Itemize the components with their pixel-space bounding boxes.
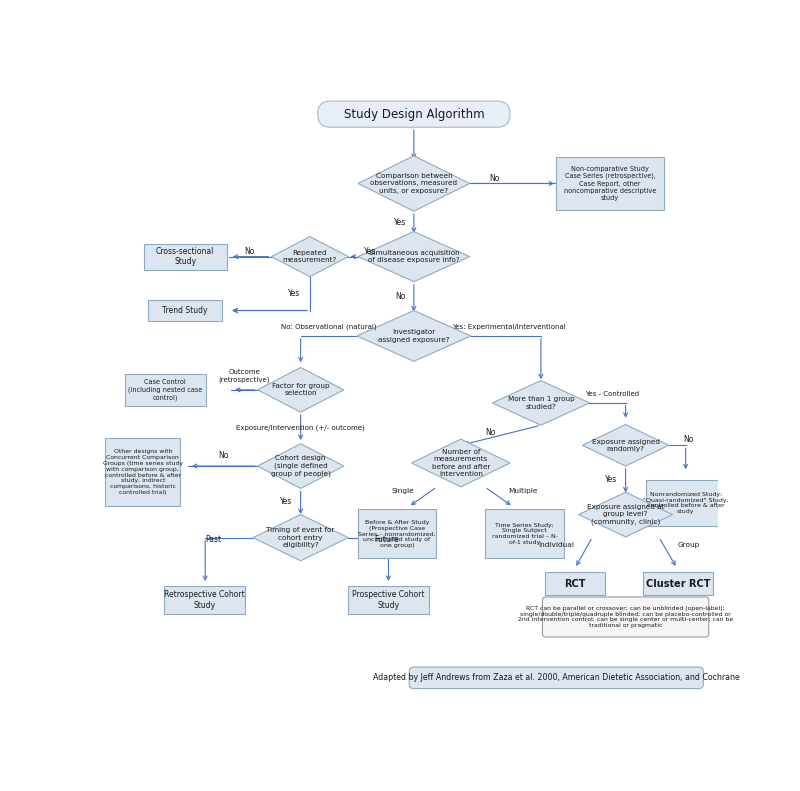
- Text: Future: Future: [374, 535, 398, 543]
- Bar: [148, 300, 222, 321]
- Text: Past: Past: [206, 535, 222, 543]
- Text: Cluster RCT: Cluster RCT: [646, 579, 710, 589]
- Text: Outcome
(retrospective): Outcome (retrospective): [218, 369, 270, 383]
- Text: Simultaneous acquisition
of disease exposure info?: Simultaneous acquisition of disease expo…: [368, 250, 460, 263]
- FancyBboxPatch shape: [542, 597, 709, 637]
- Bar: [358, 509, 436, 558]
- Text: Case Control
(including nested case
control): Case Control (including nested case cont…: [128, 379, 202, 400]
- Text: Yes: Experimental/Interventional: Yes: Experimental/Interventional: [452, 324, 566, 330]
- Text: Prospective Cohort
Study: Prospective Cohort Study: [352, 590, 425, 610]
- Text: Cross-sectional
Study: Cross-sectional Study: [156, 247, 214, 267]
- Text: Yes: Yes: [289, 289, 301, 298]
- Polygon shape: [358, 156, 470, 211]
- Polygon shape: [357, 311, 471, 361]
- Text: Yes - Controlled: Yes - Controlled: [586, 391, 639, 397]
- Text: Group: Group: [678, 543, 700, 548]
- Text: Investigator
assigned exposure?: Investigator assigned exposure?: [378, 329, 450, 343]
- Text: Exposure/Intervention (+/- outcome): Exposure/Intervention (+/- outcome): [236, 425, 365, 431]
- Bar: [106, 438, 180, 506]
- Text: Exposure assigned at
group level?
(community, clinic): Exposure assigned at group level? (commu…: [587, 504, 664, 525]
- Polygon shape: [271, 237, 349, 277]
- Text: Factor for group
selection: Factor for group selection: [272, 383, 330, 396]
- Bar: [164, 586, 245, 614]
- Text: Cohort design
(single defined
group of people): Cohort design (single defined group of p…: [270, 456, 330, 477]
- Text: No: Observational (natural): No: Observational (natural): [282, 324, 377, 330]
- Text: No: No: [486, 428, 496, 437]
- Text: More than 1 group
studied?: More than 1 group studied?: [507, 396, 574, 410]
- Text: No: No: [395, 292, 406, 301]
- Text: No: No: [683, 434, 694, 444]
- Text: No: No: [490, 173, 500, 183]
- Text: Single: Single: [391, 488, 414, 494]
- Text: Yes: Yes: [394, 218, 406, 227]
- Polygon shape: [411, 439, 510, 486]
- Text: No: No: [218, 451, 229, 460]
- Bar: [545, 573, 605, 596]
- Bar: [646, 480, 725, 526]
- Polygon shape: [253, 515, 349, 561]
- FancyBboxPatch shape: [318, 101, 510, 127]
- Bar: [125, 373, 206, 406]
- FancyBboxPatch shape: [410, 667, 703, 689]
- Text: Study Design Algorithm: Study Design Algorithm: [343, 108, 484, 121]
- Text: Timing of event for
cohort entry
eligibility?: Timing of event for cohort entry eligibi…: [266, 528, 335, 548]
- Text: RCT can be parallel or crossover; can be unblinded (open-label);
single/double/t: RCT can be parallel or crossover; can be…: [518, 606, 734, 628]
- Text: Before & After Study
(Prospective Case
Series – nonrandomized,
uncontrolled stud: Before & After Study (Prospective Case S…: [358, 520, 436, 548]
- Text: Individual: Individual: [538, 543, 574, 548]
- Text: Comparison between
observations, measured
units, or exposure?: Comparison between observations, measure…: [370, 173, 458, 194]
- Bar: [643, 573, 713, 596]
- Text: Time Series Study;
Single Subject
randomized trial – N-
of-1 study: Time Series Study; Single Subject random…: [492, 523, 558, 545]
- Bar: [556, 157, 664, 210]
- Polygon shape: [578, 492, 673, 537]
- Polygon shape: [258, 368, 344, 412]
- Text: No: No: [245, 247, 255, 255]
- Text: Exposure assigned
randomly?: Exposure assigned randomly?: [592, 439, 659, 452]
- Text: Non-comparative Study
Case Series (retrospective),
Case Report, other
noncompara: Non-comparative Study Case Series (retro…: [564, 166, 656, 201]
- Text: Other designs with
Concurrent Comparison
Groups (time series study
with comparis: Other designs with Concurrent Comparison…: [103, 449, 183, 495]
- Text: Retrospective Cohort
Study: Retrospective Cohort Study: [164, 590, 245, 610]
- Text: Yes: Yes: [364, 247, 376, 255]
- Bar: [143, 244, 226, 270]
- Polygon shape: [582, 425, 669, 466]
- Polygon shape: [258, 444, 344, 488]
- Bar: [348, 586, 429, 614]
- Text: Yes: Yes: [605, 475, 617, 484]
- Text: RCT: RCT: [564, 579, 586, 589]
- Text: Nonrandomized Study;
"Quasi-randomized" Study,
controlled before & after
study: Nonrandomized Study; "Quasi-randomized" …: [643, 492, 729, 514]
- Text: Adapted by Jeff Andrews from Zaza et al. 2000, American Dietetic Association, an: Adapted by Jeff Andrews from Zaza et al.…: [373, 673, 740, 683]
- Text: Repeated
measurement?: Repeated measurement?: [282, 250, 337, 263]
- Text: Number of
measurements
before and after
intervention: Number of measurements before and after …: [431, 449, 490, 477]
- Text: Yes: Yes: [280, 497, 292, 506]
- Bar: [486, 509, 564, 558]
- Polygon shape: [492, 380, 590, 426]
- Polygon shape: [358, 232, 470, 282]
- Text: Trend Study: Trend Study: [162, 306, 208, 315]
- Text: Multiple: Multiple: [508, 488, 537, 494]
